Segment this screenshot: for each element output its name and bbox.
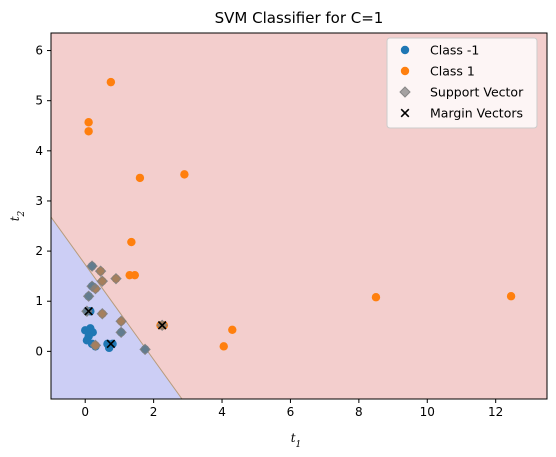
- plot-frame: [50, 32, 548, 400]
- x-tick-label: 6: [287, 405, 295, 419]
- point-support-vector: [110, 272, 122, 285]
- y-tick-label: 2: [35, 244, 43, 258]
- legend-marker-class-1: [400, 66, 410, 76]
- point-support-vector: [115, 315, 127, 327]
- y-axis-label: t2: [8, 210, 27, 221]
- point-support-vector: [139, 343, 151, 356]
- point-margin-vectors: [157, 320, 167, 330]
- x-axis-label-sub: 1: [296, 440, 302, 450]
- point-margin-vectors-stroke-b: [84, 306, 93, 316]
- x-tick-label: 4: [218, 405, 226, 419]
- point-class-1: [130, 270, 140, 280]
- point-support-vector: [94, 265, 107, 277]
- x-tick-label: 8: [355, 405, 363, 419]
- point-class-1: [180, 170, 189, 179]
- point-class-1: [84, 127, 93, 136]
- x-tick-label: 12: [488, 405, 503, 419]
- point-margin-vectors: [84, 306, 93, 316]
- x-axis-label-main: t: [291, 431, 296, 445]
- point-class-1: [228, 325, 237, 335]
- point-support-vector: [96, 275, 109, 287]
- legend-label-margin-vectors: Margin Vectors: [430, 106, 523, 121]
- legend-marker-margin-vectors-stroke-b: [400, 108, 410, 118]
- point-margin-vectors-stroke-b: [106, 339, 116, 349]
- point-support-vector: [89, 282, 102, 295]
- point-class-1: [135, 173, 145, 183]
- y-tick-label: 4: [35, 144, 43, 158]
- point-margin-vectors-stroke-b: [157, 320, 167, 330]
- y-tick-label: 5: [35, 94, 43, 108]
- y-axis-label-main: t: [8, 216, 22, 221]
- x-tick-label: 2: [150, 405, 158, 419]
- y-tick-label: 1: [35, 294, 43, 308]
- y-tick-label: 3: [35, 194, 43, 208]
- legend-label-class-1: Class 1: [430, 64, 475, 79]
- chart-title: SVM Classifier for C=1: [215, 9, 384, 27]
- point-class-1: [219, 342, 228, 351]
- point-class-1: [84, 118, 93, 127]
- point-support-vector: [115, 326, 127, 339]
- point-class-1: [108, 339, 117, 349]
- point-class-1: [371, 293, 381, 302]
- legend-box: [386, 37, 538, 129]
- point-class-1: [506, 292, 516, 301]
- point-class-1: [127, 237, 136, 247]
- legend-label-support-vector: Support Vector: [430, 85, 524, 100]
- legend: Class -1 Class 1 Support Vector Margin Vect…: [386, 37, 538, 129]
- legend-label-class-1: Class -1: [430, 43, 479, 58]
- x-axis-label: t1: [291, 431, 302, 450]
- legend-marker-class-1: [400, 45, 410, 55]
- y-tick-label: 0: [35, 344, 43, 358]
- point-class-1: [106, 77, 116, 87]
- x-tick-label: 0: [81, 405, 89, 419]
- y-axis-label-sub: 2: [17, 210, 27, 217]
- point-margin-vectors: [106, 339, 116, 349]
- point-support-vector: [96, 308, 109, 320]
- point-support-vector: [82, 290, 95, 302]
- legend-marker-support-vector: [399, 86, 411, 98]
- decision-boundary: [51, 216, 183, 399]
- point-support-vector: [89, 339, 102, 352]
- legend-marker-margin-vectors: [400, 108, 410, 118]
- x-tick-label: 10: [420, 405, 435, 419]
- point-support-vector: [86, 260, 98, 272]
- y-tick-label: 6: [35, 44, 43, 58]
